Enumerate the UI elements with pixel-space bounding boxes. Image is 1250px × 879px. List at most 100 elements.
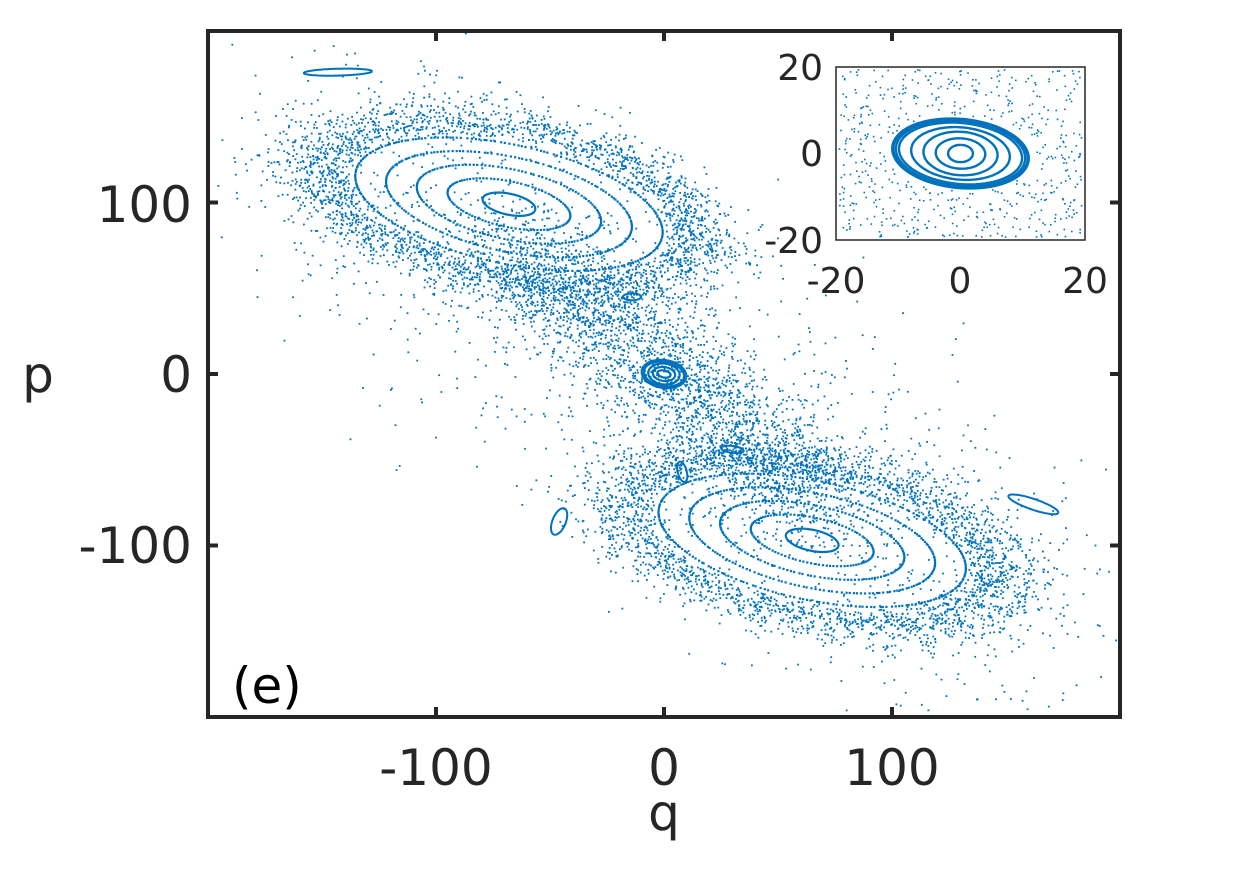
scatter-point <box>700 234 702 237</box>
scatter-point <box>889 483 892 486</box>
scatter-point <box>610 570 612 573</box>
scatter-point <box>325 216 327 219</box>
scatter-point <box>660 476 662 479</box>
scatter-point <box>1020 538 1022 540</box>
scatter-point <box>682 234 685 237</box>
scatter-point <box>338 133 341 136</box>
scatter-point <box>350 160 353 162</box>
scatter-point <box>1012 566 1015 569</box>
scatter-point <box>615 154 618 157</box>
scatter-point <box>582 148 585 150</box>
scatter-point <box>675 219 678 222</box>
scatter-point <box>714 218 717 221</box>
scatter-point <box>723 252 726 255</box>
scatter-point <box>372 234 375 237</box>
scatter-point <box>634 159 637 162</box>
scatter-point <box>649 552 652 555</box>
scatter-point <box>386 242 389 244</box>
scatter-point <box>807 612 810 615</box>
scatter-point <box>472 288 475 291</box>
scatter-point <box>530 145 533 148</box>
scatter-point <box>670 200 673 203</box>
scatter-point <box>819 609 821 612</box>
scatter-point <box>932 621 935 624</box>
scatter-point <box>643 506 646 509</box>
scatter-point <box>478 298 481 300</box>
scatter-point <box>368 130 371 133</box>
scatter-point <box>404 126 406 129</box>
scatter-point <box>728 235 731 237</box>
scatter-point <box>701 219 704 222</box>
scatter-point <box>370 112 373 115</box>
scatter-point <box>736 438 738 441</box>
scatter-point <box>970 512 972 514</box>
scatter-point <box>998 581 1001 583</box>
scatter-point <box>597 157 600 159</box>
scatter-point <box>523 127 526 129</box>
scatter-point <box>590 141 593 144</box>
scatter-point <box>638 496 640 499</box>
scatter-point <box>414 251 416 254</box>
scatter-point <box>675 587 677 589</box>
scatter-point <box>535 286 537 288</box>
scatter-point <box>662 155 665 158</box>
scatter-point <box>1055 617 1058 620</box>
scatter-point <box>832 636 835 639</box>
scatter-point <box>1006 587 1009 590</box>
scatter-point <box>392 127 395 129</box>
scatter-point <box>660 192 663 195</box>
scatter-point <box>637 545 640 548</box>
scatter-point <box>956 589 958 592</box>
scatter-point <box>373 221 376 224</box>
scatter-point <box>992 567 994 570</box>
scatter-point <box>756 455 758 458</box>
scatter-point <box>531 116 534 119</box>
scatter-point <box>540 123 543 125</box>
scatter-point <box>564 291 566 294</box>
scatter-point <box>503 279 506 282</box>
scatter-point <box>826 622 828 625</box>
scatter-point <box>334 163 337 166</box>
scatter-point <box>897 634 900 637</box>
scatter-point <box>413 259 416 261</box>
scatter-point <box>818 603 821 606</box>
scatter-point <box>336 145 339 148</box>
scatter-point <box>681 242 684 244</box>
scatter-point <box>346 223 348 225</box>
scatter-point <box>1063 615 1065 617</box>
scatter-point <box>1007 549 1010 552</box>
scatter-point <box>369 111 371 114</box>
scatter-point <box>295 196 298 199</box>
scatter-point <box>939 511 942 514</box>
scatter-point <box>903 499 906 501</box>
scatter-point <box>724 250 727 253</box>
scatter-point <box>990 541 992 544</box>
scatter-point <box>769 453 772 456</box>
scatter-point <box>658 561 661 563</box>
scatter-point <box>724 585 726 587</box>
scatter-point <box>906 612 909 615</box>
scatter-point <box>404 237 406 240</box>
scatter-point <box>981 528 983 531</box>
scatter-point <box>447 243 450 245</box>
scatter-point <box>429 109 432 111</box>
scatter-point <box>394 234 396 236</box>
scatter-point <box>403 127 405 129</box>
scatter-point <box>697 574 700 577</box>
scatter-point <box>334 259 337 261</box>
scatter-point <box>451 266 454 269</box>
scatter-point <box>681 443 684 445</box>
scatter-point <box>605 517 608 519</box>
scatter-point <box>369 226 372 229</box>
scatter-point <box>576 159 578 162</box>
scatter-point <box>688 581 690 583</box>
scatter-point <box>376 104 378 106</box>
scatter-point <box>312 184 315 187</box>
scatter-point <box>655 291 657 293</box>
scatter-point <box>296 167 299 169</box>
scatter-point <box>440 253 443 255</box>
scatter-point <box>569 276 572 279</box>
scatter-point <box>642 476 645 479</box>
scatter-point <box>355 123 358 126</box>
scatter-point <box>1025 556 1028 559</box>
